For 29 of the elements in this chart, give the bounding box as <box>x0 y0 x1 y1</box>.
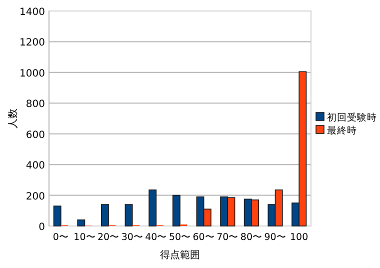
x-tick-label: 20〜 <box>98 232 120 243</box>
y-tick-label: 600 <box>26 130 45 141</box>
y-tick-label: 400 <box>26 160 45 172</box>
x-axis-title: 得点範囲 <box>160 249 200 261</box>
bar <box>53 206 62 226</box>
legend-label: 最終時 <box>327 124 357 136</box>
y-tick-label: 1000 <box>20 68 45 80</box>
bar <box>172 194 180 226</box>
y-tick-label: 800 <box>26 99 45 110</box>
x-tick-label: 10〜 <box>74 232 96 243</box>
y-tick-label: 1400 <box>20 7 45 18</box>
x-tick-label: 80〜 <box>240 232 262 243</box>
y-tick-label: 200 <box>26 191 45 202</box>
x-tick-label: 70〜 <box>216 232 239 243</box>
x-tick-label: 30〜 <box>121 232 144 243</box>
bar <box>124 204 133 226</box>
x-tick-label: 0〜 <box>52 232 69 243</box>
x-tick-label: 100 <box>290 232 308 243</box>
bar <box>148 190 157 226</box>
bar <box>77 219 86 226</box>
x-tick-label: 60〜 <box>192 232 215 243</box>
x-tick-label: 40〜 <box>145 232 168 243</box>
y-axis-title: 人数 <box>8 108 19 128</box>
y-tick-label: 0 <box>38 222 45 233</box>
legend-label: 初回受験時 <box>327 112 377 124</box>
x-tick-label: 90〜 <box>264 232 286 243</box>
y-tick-label: 1200 <box>20 38 45 49</box>
x-tick-label: 50〜 <box>168 232 192 243</box>
bar <box>101 204 109 226</box>
